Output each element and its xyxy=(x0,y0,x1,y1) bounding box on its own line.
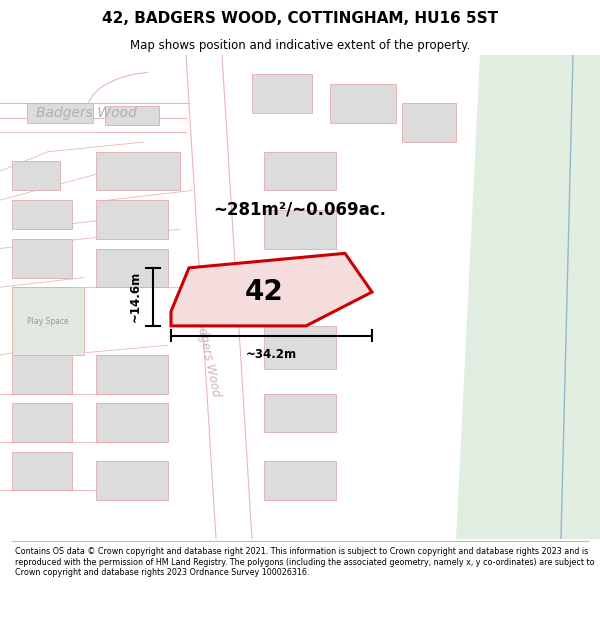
Text: Badgers Wood: Badgers Wood xyxy=(36,106,137,120)
Polygon shape xyxy=(12,288,72,326)
Polygon shape xyxy=(264,394,336,432)
Polygon shape xyxy=(96,249,168,288)
Text: Play Space: Play Space xyxy=(27,316,69,326)
Polygon shape xyxy=(105,106,159,125)
Polygon shape xyxy=(96,461,168,500)
Polygon shape xyxy=(96,152,180,191)
Polygon shape xyxy=(12,161,60,191)
Polygon shape xyxy=(402,103,456,142)
Polygon shape xyxy=(264,152,336,191)
Text: ~34.2m: ~34.2m xyxy=(246,348,297,361)
Polygon shape xyxy=(12,355,72,394)
Polygon shape xyxy=(12,452,72,491)
Polygon shape xyxy=(96,200,168,239)
Text: 42: 42 xyxy=(245,278,283,306)
Polygon shape xyxy=(186,55,252,539)
Polygon shape xyxy=(12,403,72,442)
Polygon shape xyxy=(96,403,168,442)
Polygon shape xyxy=(171,253,372,326)
Text: ~14.6m: ~14.6m xyxy=(129,271,142,322)
Text: 42, BADGERS WOOD, COTTINGHAM, HU16 5ST: 42, BADGERS WOOD, COTTINGHAM, HU16 5ST xyxy=(102,11,498,26)
Text: Map shows position and indicative extent of the property.: Map shows position and indicative extent… xyxy=(130,39,470,51)
Polygon shape xyxy=(264,210,336,249)
Polygon shape xyxy=(96,355,168,394)
Polygon shape xyxy=(27,103,93,122)
Polygon shape xyxy=(12,288,84,355)
Polygon shape xyxy=(12,200,72,229)
Text: ~281m²/~0.069ac.: ~281m²/~0.069ac. xyxy=(214,201,386,219)
Polygon shape xyxy=(12,239,72,278)
Polygon shape xyxy=(330,84,396,122)
Polygon shape xyxy=(264,268,336,306)
Polygon shape xyxy=(252,74,312,113)
Polygon shape xyxy=(456,55,600,539)
Polygon shape xyxy=(264,326,336,369)
Text: Contains OS data © Crown copyright and database right 2021. This information is : Contains OS data © Crown copyright and d… xyxy=(15,548,595,577)
Polygon shape xyxy=(264,461,336,500)
Text: Badgers Wood: Badgers Wood xyxy=(192,312,222,398)
